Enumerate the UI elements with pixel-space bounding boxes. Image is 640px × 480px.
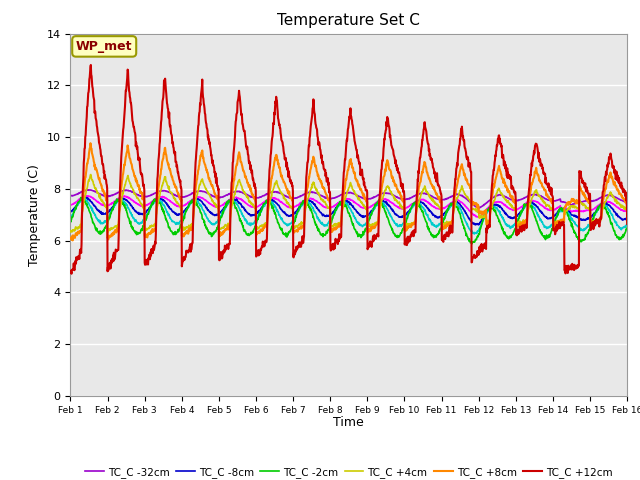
Text: WP_met: WP_met [76,40,132,53]
Y-axis label: Temperature (C): Temperature (C) [28,164,41,266]
X-axis label: Time: Time [333,416,364,429]
Title: Temperature Set C: Temperature Set C [277,13,420,28]
Legend: TC_C -32cm, TC_C -16cm, TC_C -8cm, TC_C -4cm, TC_C -2cm, TC_C +4cm, TC_C +8cm, T: TC_C -32cm, TC_C -16cm, TC_C -8cm, TC_C … [81,463,617,480]
